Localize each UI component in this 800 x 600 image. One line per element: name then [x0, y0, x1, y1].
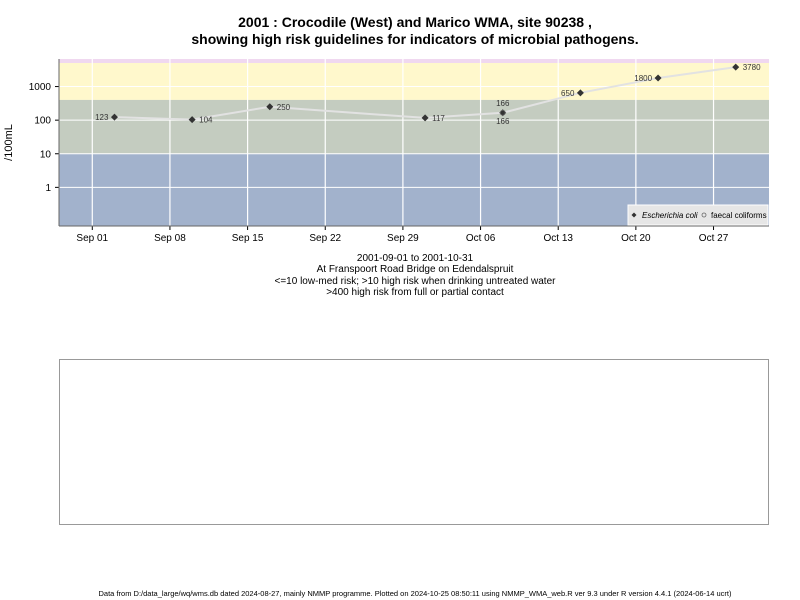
chart-title-line1: 2001 : Crocodile (West) and Marico WMA, … [238, 14, 592, 30]
point-e-coli [654, 74, 662, 82]
series-line-e-coli [114, 66, 736, 121]
legend-label-faecal-coliforms: faecal coliforms [711, 211, 767, 220]
data-label-e-coli: 250 [277, 103, 291, 112]
y-tick-label: 1 [45, 183, 51, 194]
chart-area: 1 10 100 1000 Sep 01 Sep 08 Sep 15 Sep 22 Sep 29… [3, 59, 769, 244]
x-tick-label: Sep 08 [154, 233, 186, 244]
x-tick-label: Sep 15 [232, 233, 264, 244]
caption-location: At Franspoort Road Bridge on Edendalspru… [316, 264, 514, 275]
x-tick-label: Oct 27 [699, 233, 729, 244]
x-tick-label: Oct 20 [621, 233, 651, 244]
point-e-coli [110, 113, 118, 121]
y-axis-label: /100mL [3, 124, 15, 161]
point-e-coli [732, 63, 740, 71]
legend-box [627, 204, 769, 226]
data-label-e-coli: 650 [561, 89, 575, 98]
point-e-coli [188, 116, 196, 124]
point-e-coli [576, 89, 584, 97]
risk-band-high-contact [59, 63, 769, 100]
point-e-coli [266, 103, 274, 111]
caption-guideline-drinking: <=10 low-med risk; >10 high risk when dr… [274, 276, 556, 287]
data-label-e-coli: 117 [432, 114, 445, 123]
data-label-faecal-coliforms: 166 [496, 99, 510, 108]
x-tick-label: Oct 06 [466, 233, 496, 244]
risk-band-high-drinking [59, 99, 769, 154]
data-label-e-coli: 123 [95, 113, 109, 122]
y-tick-label: 1000 [29, 82, 52, 93]
caption-guideline-contact: >400 high risk from full or partial cont… [326, 287, 504, 298]
footer-note: Data from D:/data_large/wq/wms.db dated … [98, 589, 732, 598]
caption-date-range: 2001-09-01 to 2001-10-31 [356, 253, 474, 264]
legend-label-e-coli: Escherichia coli [642, 211, 698, 220]
risk-band-very-high [59, 59, 769, 63]
chart-title-line2: showing high risk guidelines for indicat… [191, 31, 639, 47]
point-faecal-coliforms [499, 109, 506, 116]
x-tick-label: Sep 01 [76, 233, 108, 244]
x-tick-label: Sep 29 [387, 233, 419, 244]
data-label-e-coli: 1800 [634, 74, 652, 83]
data-label-e-coli: 166 [496, 117, 510, 126]
empty-plot-panel [59, 359, 769, 525]
x-tick-label: Sep 22 [309, 233, 341, 244]
data-label-e-coli: 3780 [743, 63, 761, 72]
y-tick-label: 100 [34, 116, 51, 127]
legend-marker-faecal-coliforms [701, 212, 707, 218]
x-tick-label: Oct 13 [543, 233, 573, 244]
y-tick-label: 10 [40, 149, 52, 160]
point-e-coli [421, 114, 429, 122]
data-label-e-coli: 104 [199, 116, 213, 125]
legend-marker-e-coli [631, 212, 637, 218]
